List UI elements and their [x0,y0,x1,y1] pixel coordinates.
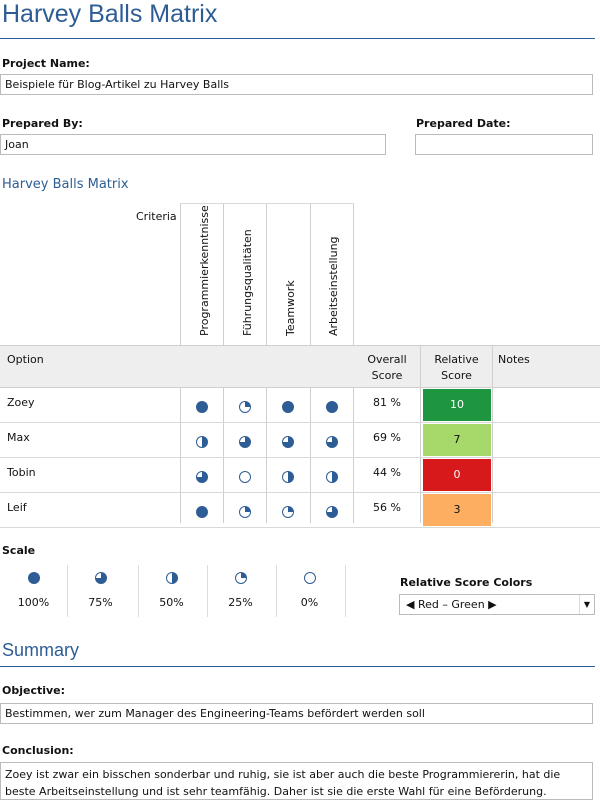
prepared-date-label: Prepared Date: [416,117,511,130]
matrix-header-row [0,345,600,388]
scale-item-label: 0% [300,596,319,609]
prepared-by-label: Prepared By: [2,117,83,130]
scale-item-label: 100% [17,596,50,609]
notes-column-header: Notes [498,353,530,366]
harvey-ball-75-icon[interactable] [282,436,294,448]
scale-item: 100% [0,572,67,609]
objective-field[interactable]: Bestimmen, wer zum Manager des Engineeri… [0,703,593,724]
harvey-ball-75-icon[interactable] [326,436,338,448]
relative-score: 7 [423,424,491,456]
option-name[interactable]: Max [7,431,30,444]
harvey-ball-50-icon[interactable] [282,471,294,483]
harvey-ball-0-icon[interactable] [239,471,251,483]
overall-score: 81 % [373,396,401,409]
conclusion-field[interactable]: Zoey ist zwar ein bisschen sonderbar und… [0,762,593,800]
criteria-label: Criteria [136,210,177,223]
harvey-ball-100-icon[interactable] [196,506,208,518]
page-title: Harvey Balls Matrix [2,0,218,28]
criterion-teamwork: Teamwork [284,280,297,336]
criterion-programmierkenntnisse: Programmierkenntnisse [198,205,211,336]
overall-score: 69 % [373,431,401,444]
prepared-by-field[interactable]: Joan [0,134,386,155]
relative-score: 0 [423,459,491,491]
harvey-ball-50-icon[interactable] [326,471,338,483]
scale-item-label: 50% [159,596,184,609]
harvey-ball-75-icon [67,572,134,586]
harvey-ball-25-icon [207,572,274,586]
harvey-ball-50-icon [138,572,205,586]
scale-item-label: 25% [228,596,253,609]
title-divider [0,38,595,39]
harvey-ball-100-icon[interactable] [326,401,338,413]
harvey-ball-100-icon [0,572,67,586]
relative-score-header-line1: Relative [434,353,479,366]
matrix-title: Harvey Balls Matrix [2,177,129,192]
overall-score-header-line2: Score [371,369,403,382]
harvey-ball-50-icon[interactable] [196,436,208,448]
objective-label: Objective: [2,684,66,697]
relative-colors-select[interactable]: ◀ Red – Green ▶ ▼ [399,594,595,615]
project-name-field[interactable]: Beispiele für Blog-Artikel zu Harvey Bal… [0,74,593,95]
criterion-fuehrungsqualitaeten: Führungsqualitäten [241,229,254,336]
project-name-label: Project Name: [2,57,90,70]
scale-label: Scale [2,544,36,557]
harvey-ball-0-icon [276,572,343,586]
harvey-ball-75-icon[interactable] [326,506,338,518]
relative-colors-selected: ◀ Red – Green ▶ [406,598,497,611]
harvey-ball-25-icon[interactable] [239,401,251,413]
scale-item: 25% [207,572,274,609]
conclusion-label: Conclusion: [2,744,74,757]
option-name[interactable]: Tobin [7,466,36,479]
relative-colors-label: Relative Score Colors [400,576,533,589]
harvey-ball-75-icon[interactable] [196,471,208,483]
overall-score: 56 % [373,501,401,514]
scale-item-label: 75% [88,596,113,609]
harvey-ball-25-icon[interactable] [282,506,294,518]
overall-score: 44 % [373,466,401,479]
overall-score-header-line1: Overall [367,353,407,366]
option-name[interactable]: Leif [7,501,27,514]
prepared-date-field[interactable] [415,134,593,155]
harvey-ball-100-icon[interactable] [282,401,294,413]
harvey-ball-100-icon[interactable] [196,401,208,413]
dropdown-arrow-icon[interactable]: ▼ [579,595,594,614]
scale-item: 0% [276,572,343,609]
criterion-arbeitseinstellung: Arbeitseinstellung [327,236,340,336]
relative-score: 3 [423,494,491,526]
scale-item: 75% [67,572,134,609]
harvey-ball-25-icon[interactable] [239,506,251,518]
option-column-header: Option [7,353,44,366]
scale-item: 50% [138,572,205,609]
summary-title: Summary [2,640,80,660]
relative-score-header-line2: Score [441,369,472,382]
option-name[interactable]: Zoey [7,396,35,409]
summary-divider [0,666,595,667]
harvey-ball-75-icon[interactable] [239,436,251,448]
relative-score: 10 [423,389,491,421]
